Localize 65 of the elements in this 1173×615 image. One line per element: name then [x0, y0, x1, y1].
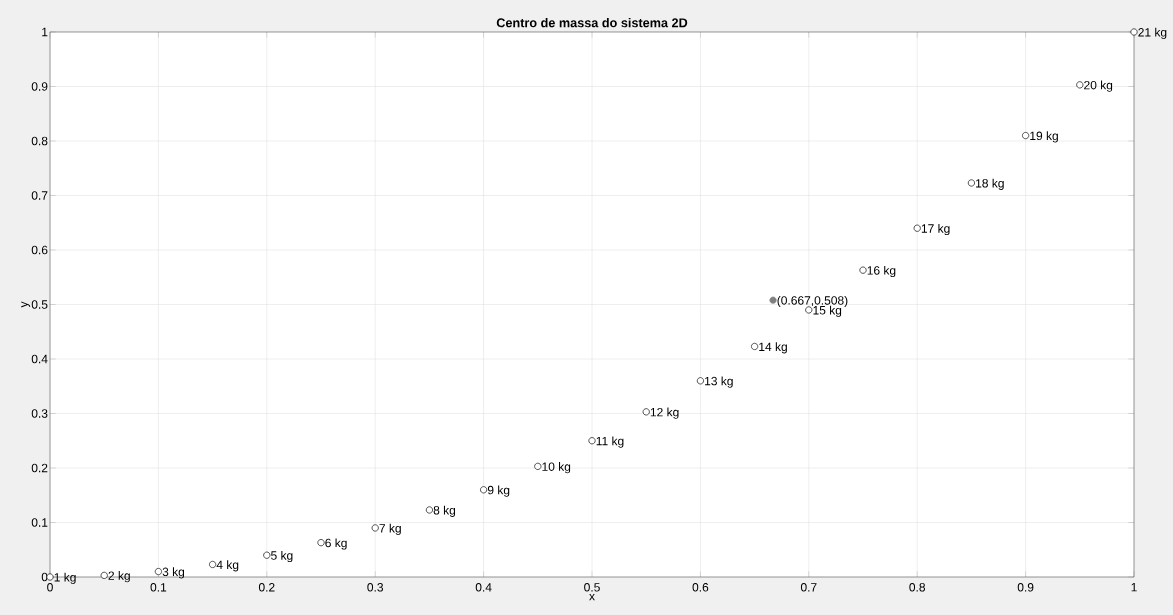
annotation: 14 kg: [759, 342, 787, 354]
point: [480, 486, 488, 494]
point: [371, 524, 379, 532]
x-axis-title: x: [589, 594, 595, 601]
point: [751, 342, 759, 350]
annotation: 4 kg: [216, 560, 239, 572]
point: [1022, 132, 1030, 140]
annotation: 11 kg: [596, 436, 624, 448]
annotation: 16 kg: [867, 265, 896, 278]
point: [263, 551, 271, 559]
y-axis-title: y: [21, 301, 31, 308]
x-tick-label: 0.1: [150, 583, 167, 592]
chart-title: Centro de massa do sistema 2D: [496, 17, 688, 28]
x-tick-label: 0.6: [692, 583, 709, 592]
y-tick-label: 0.7: [31, 191, 48, 200]
y-tick-label: 0: [41, 572, 48, 582]
point: [642, 408, 650, 416]
annotation: 21 kg: [1138, 27, 1167, 39]
x-tick-label: 0.9: [1017, 583, 1034, 592]
point: [154, 568, 162, 576]
annotation: 6 kg: [325, 538, 347, 550]
y-tick-label: 0.9: [31, 82, 48, 91]
annotation: 1 kg: [54, 572, 76, 584]
annotation: 17 kg: [921, 223, 950, 236]
point: [317, 539, 325, 547]
x-tick-label: 0.7: [800, 583, 817, 592]
annotation: 13 kg: [705, 376, 733, 388]
x-tick-label: 0.4: [475, 583, 492, 592]
point: [1076, 81, 1084, 89]
annotation: (0.667,0.508): [777, 295, 848, 308]
point: [588, 437, 596, 445]
annotation: 20 kg: [1084, 80, 1113, 92]
annotation: 7 kg: [379, 523, 401, 535]
y-tick-label: 0.4: [31, 354, 48, 364]
point: [425, 506, 433, 514]
point: [859, 266, 867, 274]
y-tick-label: 0.5: [31, 300, 48, 309]
x-tick-label: 1: [1131, 583, 1137, 592]
y-tick-label: 1: [42, 27, 48, 37]
point: [534, 462, 542, 470]
y-tick-label: 0.2: [31, 463, 48, 473]
y-tick-label: 0.8: [31, 136, 48, 146]
y-tick-label: 0.3: [31, 409, 48, 418]
x-tick-label: 0.3: [367, 583, 384, 592]
annotation: 19 kg: [1030, 131, 1058, 143]
annotation: 5 kg: [271, 550, 293, 563]
annotation: 18 kg: [976, 178, 1004, 190]
y-tick-label: 0.1: [31, 518, 48, 527]
x-tick-label: 0.5: [584, 583, 600, 592]
annotation: 8 kg: [433, 505, 456, 517]
point: [696, 377, 704, 385]
point: [769, 296, 777, 304]
annotation: 9 kg: [487, 485, 510, 497]
point: [1130, 28, 1138, 36]
point: [913, 224, 921, 232]
annotation: 12 kg: [650, 407, 679, 419]
annotation: 2 kg: [108, 571, 130, 583]
annotation: 15 kg: [813, 305, 842, 317]
annotation: 3 kg: [162, 567, 185, 579]
x-tick-label: 0.8: [909, 583, 926, 592]
annotation: 10 kg: [542, 462, 571, 474]
y-tick-label: 0.6: [31, 245, 48, 255]
point: [967, 179, 975, 187]
x-tick-label: 0.2: [258, 583, 275, 592]
point: [100, 571, 108, 579]
